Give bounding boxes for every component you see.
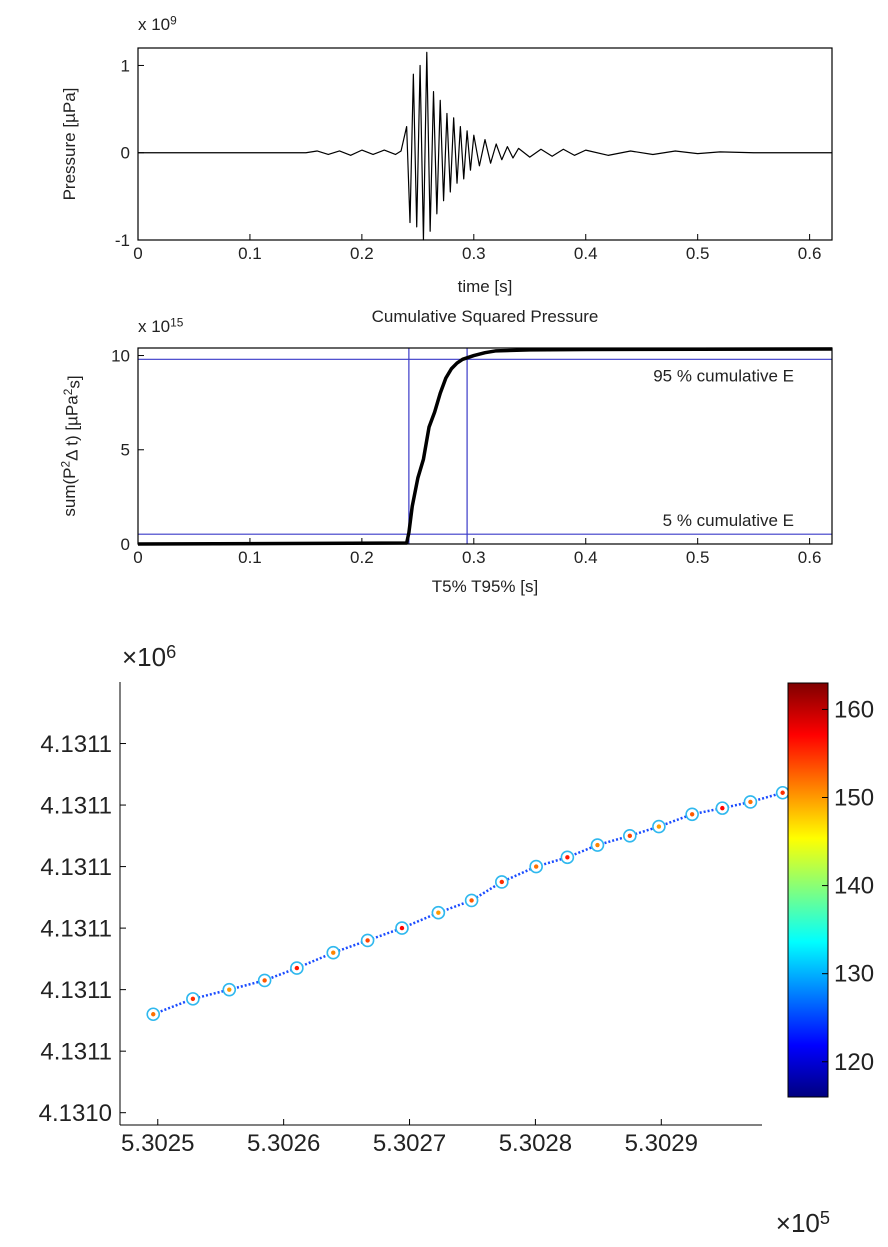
marker: [399, 925, 405, 931]
x-tick-label: 0.5: [686, 548, 710, 567]
y-axis-label-part: s]: [65, 375, 84, 388]
axes-frame: [137, 347, 833, 545]
reference-label: 95 % cumulative E: [653, 366, 794, 385]
x-tick-label: 0.4: [574, 244, 598, 263]
y-tick-label: 4.1311: [40, 1039, 112, 1066]
marker: [190, 996, 196, 1002]
y-tick-label: 0: [121, 535, 130, 554]
reference-label: 5 % cumulative E: [663, 511, 794, 530]
x-tick-label: 0: [133, 548, 142, 567]
y-axis-label-part: 2: [61, 388, 75, 395]
x-axis-label: time [s]: [458, 277, 513, 296]
x-tick-label: 0: [133, 244, 142, 263]
marker: [533, 864, 539, 869]
y-axis-label: sum(P2Δ t) [µPa2s]: [59, 375, 84, 516]
data-line: [138, 51, 832, 241]
x-tick-label: 5.3027: [373, 1130, 446, 1157]
marker: [499, 879, 505, 885]
x-tick-label: 5.3028: [499, 1130, 572, 1157]
x-tick-label: 5.3026: [247, 1130, 320, 1157]
x-tick-label: 0.1: [238, 244, 262, 263]
x-tick-label: 0.2: [350, 244, 374, 263]
x-tick-label: 0.2: [350, 548, 374, 567]
colorbar-tick-label: 140: [834, 873, 874, 900]
data-line: [137, 347, 833, 546]
y-axis-multiplier: ×106: [122, 642, 176, 672]
axis-multiplier-part: 9: [170, 14, 177, 28]
y-tick-label: 10: [111, 346, 130, 365]
marker: [151, 1012, 156, 1017]
x-axis-multiplier-part: ×10: [776, 1208, 820, 1238]
marker: [656, 824, 662, 829]
marker: [262, 978, 267, 983]
x-axis-multiplier-part: 5: [820, 1208, 830, 1228]
x-tick-label: 5.3025: [121, 1130, 194, 1157]
marker: [720, 805, 725, 811]
marker: [469, 898, 474, 903]
x-tick-label: 0.6: [798, 244, 822, 263]
colorbar: [787, 682, 829, 1098]
marker: [436, 910, 441, 915]
marker: [748, 799, 753, 805]
marker: [627, 833, 633, 839]
marker: [365, 938, 370, 943]
marker: [780, 790, 785, 795]
axes-frame: [137, 47, 833, 241]
axis-multiplier: x 1015: [138, 316, 184, 336]
axis-multiplier-part: x 10: [138, 15, 170, 34]
x-tick-label: 0.6: [798, 548, 822, 567]
y-tick-label: 5: [121, 441, 130, 460]
axis-multiplier-part: x 10: [138, 317, 170, 336]
colorbar-tick-label: 130: [834, 961, 874, 988]
colorbar-tick-label: 120: [834, 1049, 874, 1076]
colorbar-tick-label: 160: [834, 696, 874, 723]
x-tick-label: 0.1: [238, 548, 262, 567]
y-axis-multiplier-part: ×10: [122, 642, 166, 672]
marker: [565, 855, 570, 860]
y-tick-label: -1: [115, 231, 130, 250]
axis-multiplier: x 109: [138, 14, 177, 34]
chart-title: Cumulative Squared Pressure: [372, 307, 599, 326]
y-tick-label: 4.1311: [40, 731, 112, 758]
x-tick-label: 0.5: [686, 244, 710, 263]
y-axis-label: Pressure [µPa]: [60, 88, 79, 201]
x-tick-label: 0.3: [462, 244, 486, 263]
marker: [227, 987, 232, 992]
x-tick-label: 0.3: [462, 548, 486, 567]
axis-multiplier-part: 15: [170, 316, 184, 330]
marker: [689, 812, 695, 817]
x-axis-multiplier: ×105: [776, 1208, 830, 1238]
y-axis-label-part: 2: [59, 460, 73, 467]
y-tick-label: 4.1311: [40, 977, 112, 1004]
x-tick-label: 5.3029: [625, 1130, 698, 1157]
x-axis-label: T5% T95% [s]: [432, 577, 538, 596]
x-tick-label: 0.4: [574, 548, 598, 567]
marker: [294, 965, 300, 971]
y-axis-label-part: Δ t) [µPa: [62, 395, 81, 461]
y-tick-label: 4.1310: [39, 1100, 112, 1127]
y-axis-multiplier-part: 6: [166, 642, 176, 662]
axes: 95 % cumulative E 5 % cumulative E 0 0.1 0.2…: [59, 307, 833, 596]
track: [152, 791, 783, 1016]
colorbar-tick-label: 150: [834, 785, 874, 812]
y-axis-label-part: sum(P: [60, 467, 79, 516]
y-tick-label: 4.1311: [40, 916, 112, 943]
marker: [595, 842, 600, 848]
y-tick-label: 4.1311: [40, 854, 112, 881]
y-tick-label: 1: [121, 56, 130, 75]
axes: 5.3025 5.3026 5.3027 5.3028 5.3029 4.1310 4.13…: [39, 642, 874, 1238]
y-tick-label: 0: [121, 144, 130, 163]
y-tick-label: 4.1311: [40, 792, 112, 819]
marker: [331, 950, 336, 955]
